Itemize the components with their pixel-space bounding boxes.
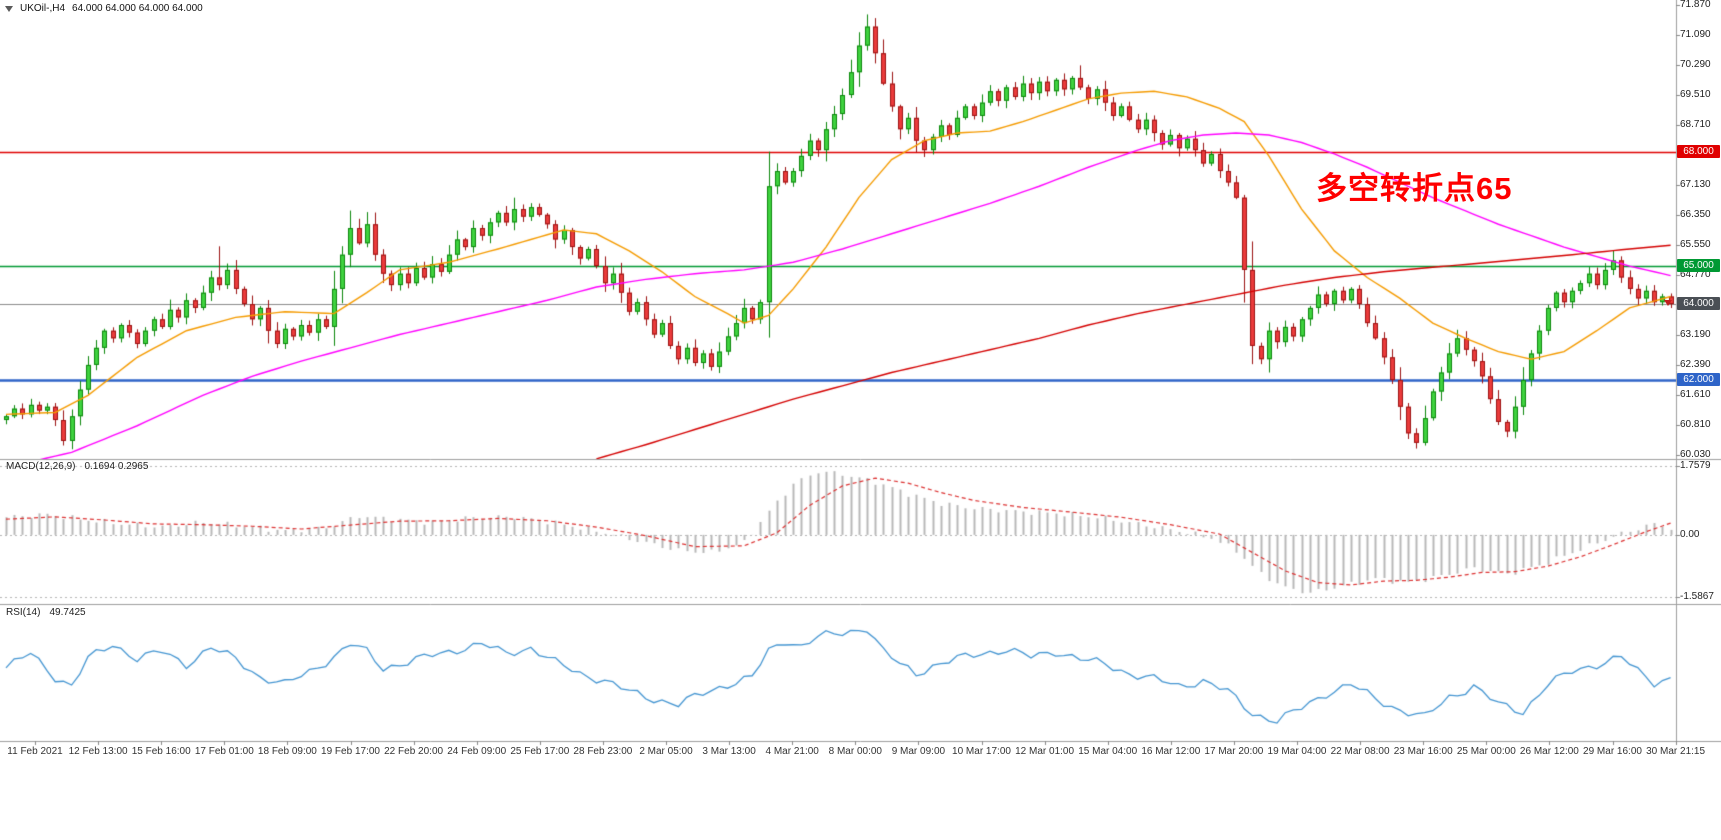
- time-label: 8 Mar 00:00: [828, 746, 882, 757]
- rsi-values: 49.7425: [49, 607, 86, 618]
- price-badge: 65.000: [1677, 259, 1720, 273]
- time-label: 25 Mar 00:00: [1456, 746, 1516, 757]
- time-label: 10 Mar 17:00: [952, 746, 1011, 757]
- time-label: 18 Feb 09:00: [257, 746, 317, 757]
- time-label: 3 Mar 13:00: [702, 746, 756, 757]
- price-axis[interactable]: 71.870 71.090 70.290 69.510 68.710 67.130 66.3…: [1677, 0, 1721, 741]
- symbol-dropdown-icon[interactable]: [5, 5, 13, 12]
- price-tick-label: 69.510: [1680, 88, 1711, 100]
- annotation-text[interactable]: 多空转折点65: [1316, 171, 1513, 206]
- price-tick-label: 61.610: [1680, 388, 1711, 400]
- price-tick-label: 71.870: [1680, 0, 1711, 10]
- price-tick-label: 60.030: [1680, 449, 1711, 460]
- time-axis[interactable]: 11 Feb 2021 12 Feb 13:00 15 Feb 16:00 17 Fe…: [0, 744, 1721, 762]
- symbol-ohlc-values: 64.000 64.000 64.000 64.000: [72, 3, 203, 14]
- price-tick-label: 67.130: [1680, 179, 1711, 191]
- price-tick-label: 66.350: [1680, 208, 1711, 220]
- price-tick-label: 62.390: [1680, 359, 1711, 371]
- time-label: 17 Mar 20:00: [1204, 746, 1264, 757]
- price-tick-label: 71.090: [1680, 28, 1711, 40]
- time-label: 25 Feb 17:00: [510, 746, 570, 757]
- time-label: 30 Mar 21:15: [1646, 746, 1706, 757]
- price-tick-label: 60.810: [1680, 419, 1711, 431]
- time-label: 15 Mar 04:00: [1078, 746, 1138, 757]
- macd-values: 0.1694 0.2965: [84, 461, 149, 472]
- symbol-title: UKOil-,H4: [20, 3, 66, 14]
- price-tick-label: 68.710: [1680, 119, 1711, 131]
- price-arrow-marker: [1664, 300, 1672, 306]
- time-label: 26 Mar 12:00: [1519, 746, 1579, 757]
- time-label: 28 Feb 23:00: [573, 746, 633, 757]
- price-badge: 68.000: [1677, 145, 1720, 159]
- price-tick-label: 65.550: [1680, 239, 1711, 251]
- price-tick-label: 63.190: [1680, 328, 1711, 340]
- time-label: 4 Mar 21:00: [765, 746, 819, 757]
- time-label: 9 Mar 09:00: [891, 746, 946, 757]
- time-label: 12 Feb 13:00: [68, 746, 128, 757]
- rsi-indicator-label: RSI(14) 49.7425: [6, 607, 86, 618]
- rsi-label: RSI(14): [6, 607, 41, 618]
- price-badge: 62.000: [1677, 373, 1720, 387]
- time-label: 22 Feb 20:00: [384, 746, 444, 757]
- macd-tick-label: 0.00: [1680, 528, 1700, 540]
- time-label: 23 Mar 16:00: [1393, 746, 1453, 757]
- time-label: 2 Mar 05:00: [639, 746, 693, 757]
- time-label: 17 Feb 01:00: [194, 746, 254, 757]
- time-label: 19 Mar 04:00: [1267, 746, 1327, 757]
- time-label: 19 Feb 17:00: [321, 746, 380, 757]
- time-label: 24 Feb 09:00: [447, 746, 507, 757]
- time-label: 22 Mar 08:00: [1330, 746, 1390, 757]
- time-label: 11 Feb 2021: [7, 746, 63, 757]
- price-tick-label: 64.770: [1680, 268, 1711, 280]
- price-badge: 64.000: [1677, 297, 1720, 311]
- macd-label: MACD(12,26,9): [6, 461, 76, 472]
- macd-tick-label: 1.7579: [1680, 460, 1711, 471]
- time-label: 12 Mar 01:00: [1015, 746, 1075, 757]
- time-label: 16 Mar 12:00: [1141, 746, 1201, 757]
- price-tick-label: 70.290: [1680, 59, 1711, 70]
- macd-indicator-label: MACD(12,26,9) 0.1694 0.2965: [6, 461, 148, 472]
- symbol-info-bar: UKOil-,H4 64.000 64.000 64.000 64.000: [5, 3, 203, 14]
- time-label: 29 Mar 16:00: [1583, 746, 1642, 757]
- time-label: 15 Feb 16:00: [131, 746, 191, 757]
- macd-tick-label: -1.5867: [1680, 591, 1714, 603]
